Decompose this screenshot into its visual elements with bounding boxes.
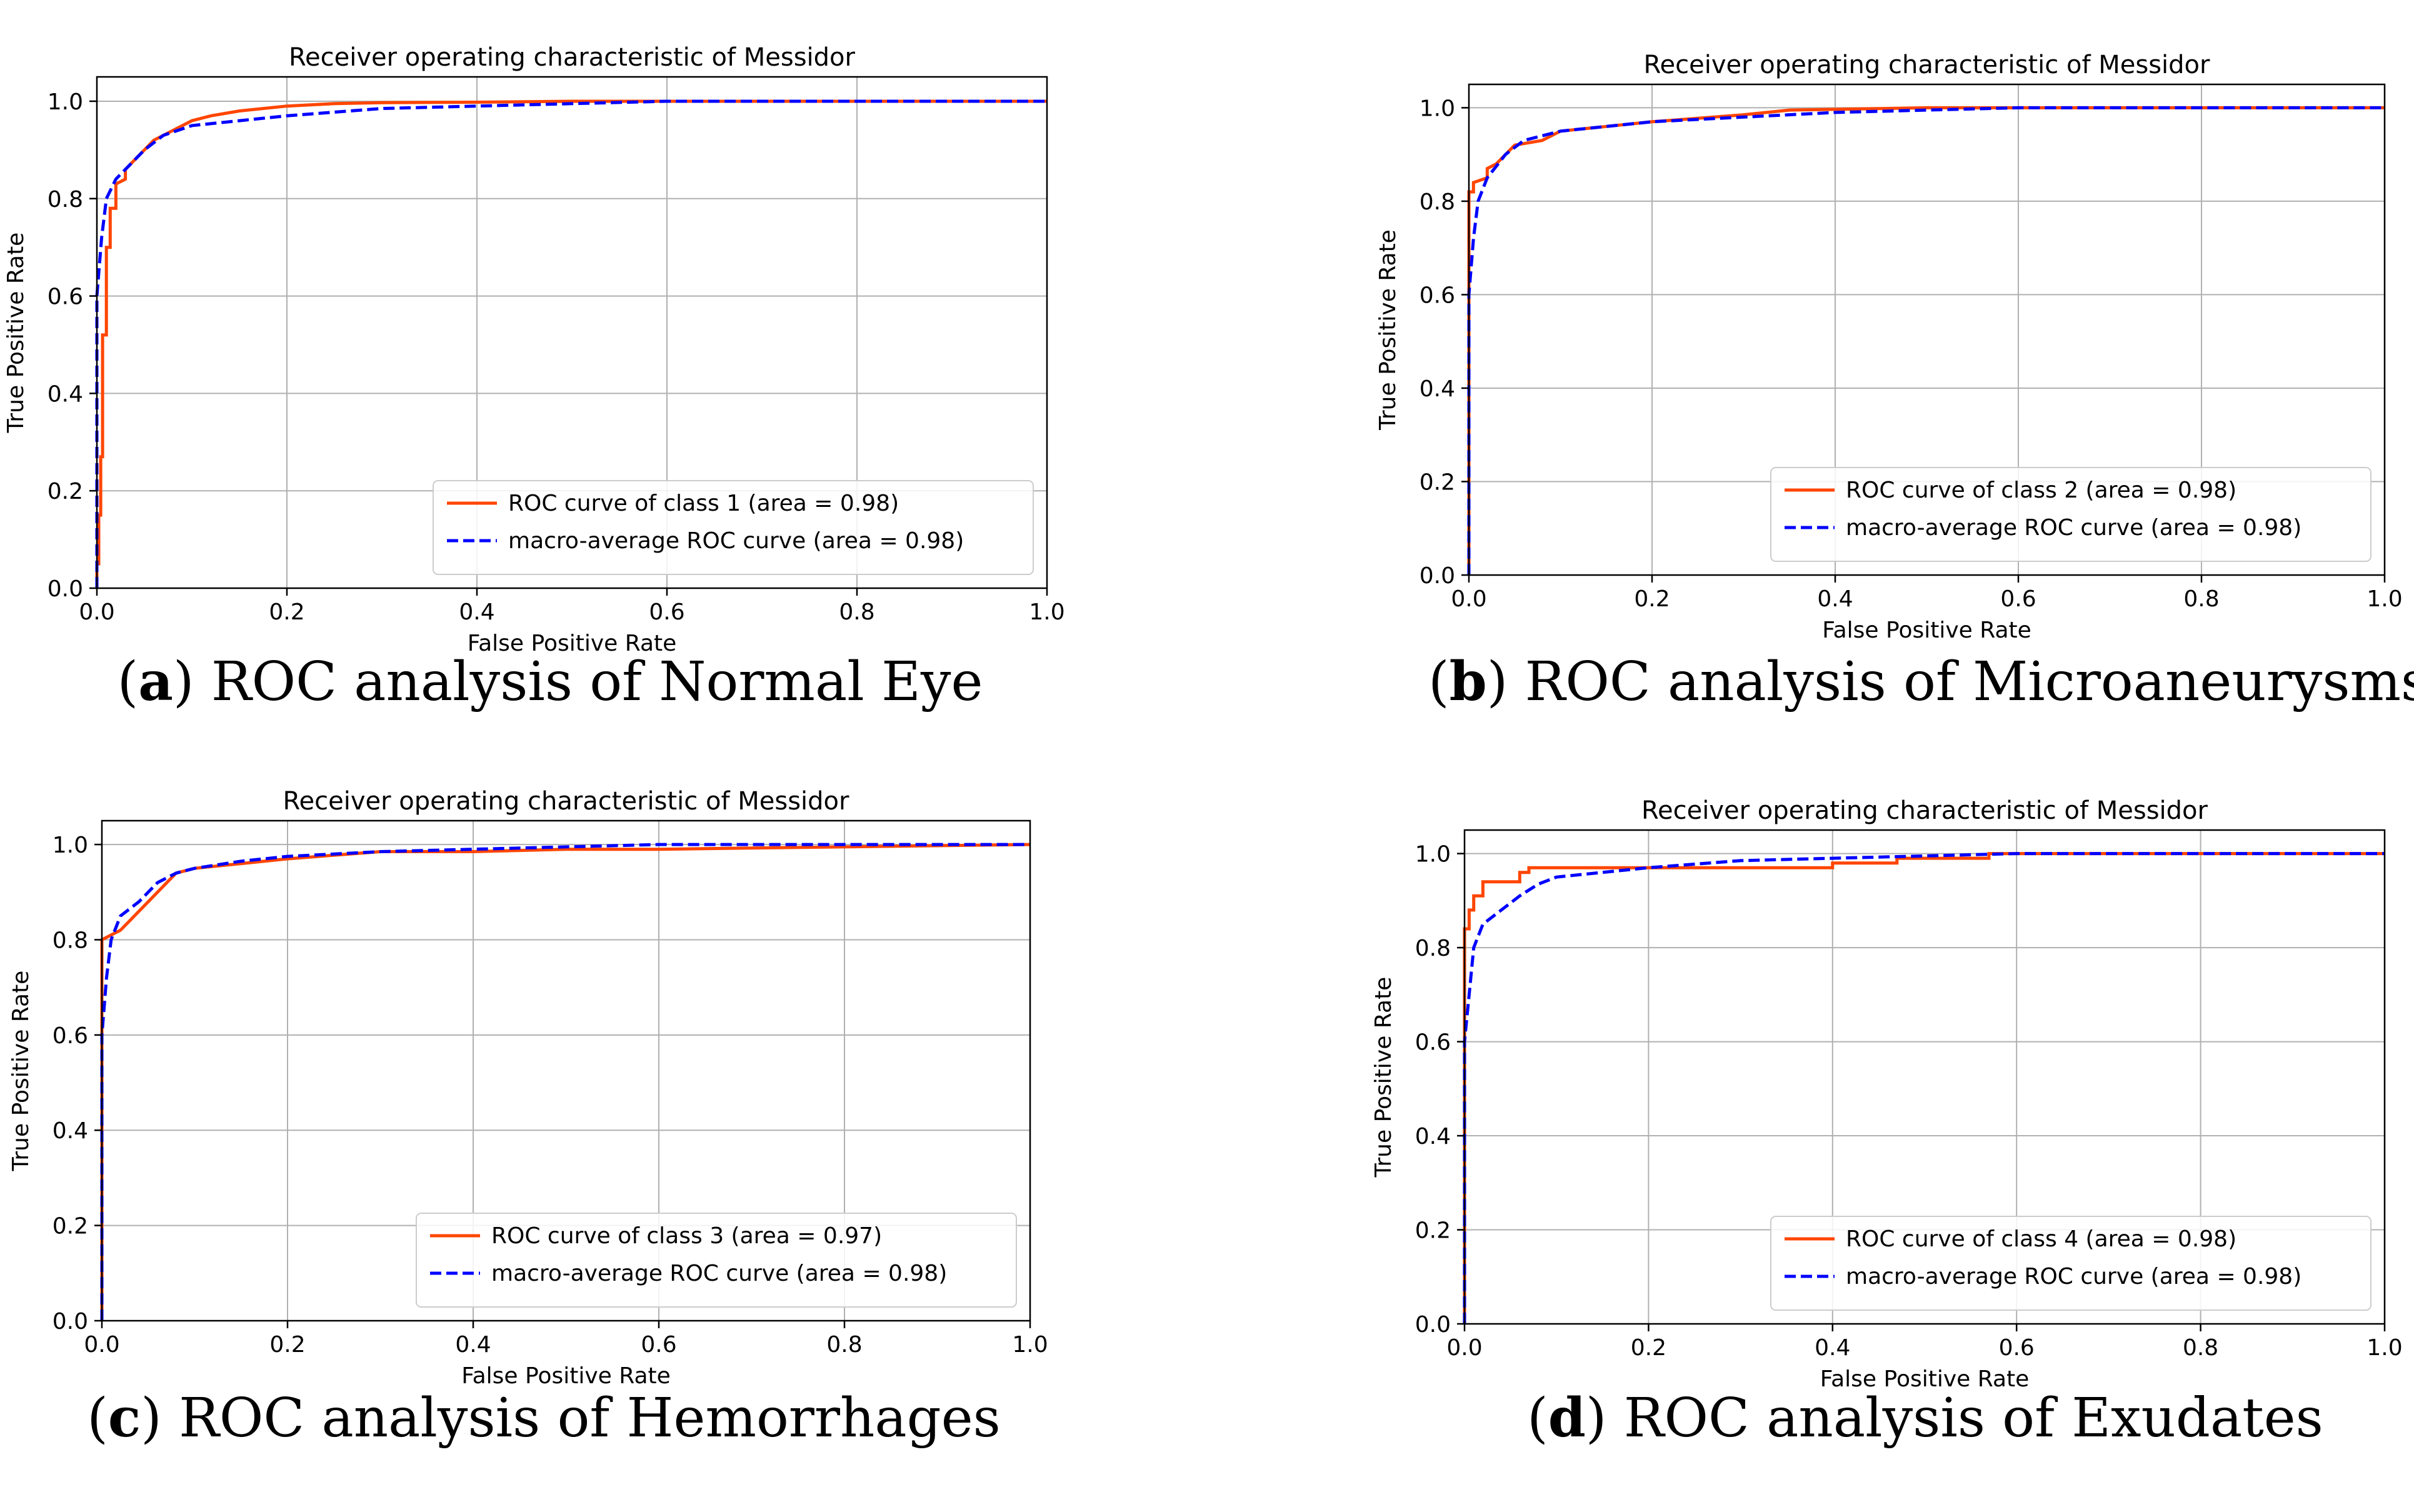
axes-frame — [1463, 829, 2386, 1325]
legend-entry: ROC curve of class 2 (area = 0.98) — [1846, 478, 2236, 503]
x-tick-label: 1.0 — [1029, 599, 1064, 625]
x-tick-label: 0.4 — [455, 1332, 491, 1358]
x-tick-label: 0.0 — [84, 1332, 119, 1358]
roc-curve-macro-average — [100, 843, 1030, 1321]
chart-title: Receiver operating characteristic of Mes… — [289, 43, 855, 72]
caption-letter: b — [1449, 650, 1487, 713]
legend-entry: ROC curve of class 1 (area = 0.98) — [508, 491, 899, 516]
roc-curve-macro-average — [95, 99, 1047, 588]
y-tick-label: 0.4 — [1415, 1124, 1451, 1149]
y-tick-label: 0.0 — [53, 1309, 88, 1334]
x-tick-label: 0.0 — [1446, 1335, 1482, 1361]
x-tick-label: 0.8 — [2183, 586, 2219, 612]
x-tick-label: 0.4 — [1815, 1335, 1850, 1361]
legend-box — [1770, 467, 2371, 562]
x-tick-label: 1.0 — [2366, 1335, 2402, 1361]
roc-curve-class — [100, 843, 1031, 1321]
x-tick-label: 0.8 — [826, 1332, 862, 1358]
y-tick-label: 0.6 — [48, 284, 83, 310]
x-tick-label: 1.0 — [1012, 1332, 1048, 1358]
chart-title: Receiver operating characteristic of Mes… — [283, 787, 849, 816]
x-tick-label: 0.8 — [2183, 1335, 2218, 1361]
y-tick-label: 0.6 — [1415, 1030, 1451, 1056]
legend-box — [1770, 1216, 2371, 1311]
x-tick-label: 0.4 — [1817, 586, 1853, 612]
y-tick-label: 1.0 — [48, 89, 83, 115]
roc-curve-class — [1467, 106, 2385, 575]
x-tick-label: 0.2 — [269, 1332, 305, 1358]
caption-text: ROC analysis of Microaneurysms — [1525, 651, 2414, 713]
x-tick-label: 0.4 — [459, 599, 494, 625]
y-tick-label: 0.0 — [1415, 1312, 1451, 1338]
x-tick-label: 0.8 — [839, 599, 874, 625]
x-axis-label: False Positive Rate — [1822, 618, 2031, 643]
y-tick-label: 0.2 — [48, 479, 83, 504]
y-tick-label: 0.6 — [1420, 283, 1455, 308]
y-tick-label: 0.8 — [53, 928, 88, 953]
legend-entry: macro-average ROC curve (area = 0.98) — [508, 528, 964, 554]
x-tick-label: 0.6 — [649, 599, 684, 625]
y-axis-label: True Positive Rate — [3, 233, 29, 434]
x-tick-label: 0.2 — [1631, 1335, 1666, 1361]
y-tick-label: 0.8 — [48, 187, 83, 213]
y-axis-label: True Positive Rate — [1375, 229, 1401, 431]
x-tick-label: 0.2 — [269, 599, 304, 625]
caption-letter: d — [1548, 1386, 1586, 1449]
y-tick-label: 1.0 — [53, 833, 88, 858]
caption-text: ROC analysis of Exudates — [1623, 1387, 2323, 1449]
x-tick-label: 0.2 — [1634, 586, 1670, 612]
caption-text: ROC analysis of Hemorrhages — [179, 1387, 1001, 1449]
caption-a: (a) ROC analysis of Normal Eye — [117, 650, 983, 713]
caption-letter: c — [108, 1386, 141, 1449]
y-tick-label: 0.8 — [1415, 936, 1451, 961]
x-axis-label: False Positive Rate — [468, 631, 677, 656]
roc-curve-macro-average — [1467, 106, 2385, 575]
caption-text: ROC analysis of Normal Eye — [211, 651, 983, 713]
chart-title: Receiver operating characteristic of Mes… — [1644, 51, 2210, 79]
caption-letter: a — [138, 650, 173, 713]
roc-curve-class — [1463, 852, 2385, 1324]
y-tick-label: 0.2 — [53, 1214, 88, 1239]
y-tick-label: 1.0 — [1415, 842, 1451, 868]
x-axis-label: False Positive Rate — [461, 1363, 671, 1389]
axes-frame — [96, 76, 1048, 589]
axes-frame — [101, 819, 1031, 1322]
legend-entry: macro-average ROC curve (area = 0.98) — [491, 1261, 947, 1286]
chart-title: Receiver operating characteristic of Mes… — [1641, 796, 2208, 825]
caption-d: (d) ROC analysis of Exudates — [1527, 1386, 2323, 1449]
y-tick-label: 0.8 — [1420, 189, 1455, 215]
axes-frame — [1468, 83, 2386, 576]
x-tick-label: 0.0 — [1451, 586, 1486, 612]
y-tick-label: 0.4 — [48, 381, 83, 407]
x-tick-label: 0.6 — [2000, 586, 2036, 612]
x-tick-label: 0.6 — [1999, 1335, 2035, 1361]
x-tick-label: 0.0 — [79, 599, 114, 625]
x-tick-label: 1.0 — [2366, 586, 2402, 612]
legend-entry: ROC curve of class 3 (area = 0.97) — [491, 1223, 882, 1249]
y-tick-label: 0.6 — [53, 1023, 88, 1049]
x-axis-label: False Positive Rate — [1820, 1366, 2030, 1392]
caption-b: (b) ROC analysis of Microaneurysms — [1428, 650, 2414, 713]
legend-entry: ROC curve of class 4 (area = 0.98) — [1846, 1226, 2236, 1252]
y-tick-label: 0.4 — [53, 1118, 88, 1144]
x-tick-label: 0.6 — [641, 1332, 676, 1358]
roc-curve-macro-average — [1463, 852, 2385, 1324]
y-axis-label: True Positive Rate — [8, 971, 34, 1172]
legend-entry: macro-average ROC curve (area = 0.98) — [1846, 515, 2301, 541]
y-tick-label: 0.4 — [1420, 376, 1455, 402]
y-tick-label: 0.0 — [1420, 563, 1455, 589]
y-axis-label: True Positive Rate — [1371, 977, 1396, 1178]
legend-box — [433, 480, 1034, 575]
y-tick-label: 0.2 — [1415, 1218, 1451, 1244]
caption-c: (c) ROC analysis of Hemorrhages — [87, 1386, 1001, 1449]
y-tick-label: 0.2 — [1420, 469, 1455, 495]
y-tick-label: 1.0 — [1420, 96, 1455, 121]
legend-box — [416, 1213, 1017, 1308]
y-tick-label: 0.0 — [48, 576, 83, 602]
legend-entry: macro-average ROC curve (area = 0.98) — [1846, 1264, 2301, 1289]
